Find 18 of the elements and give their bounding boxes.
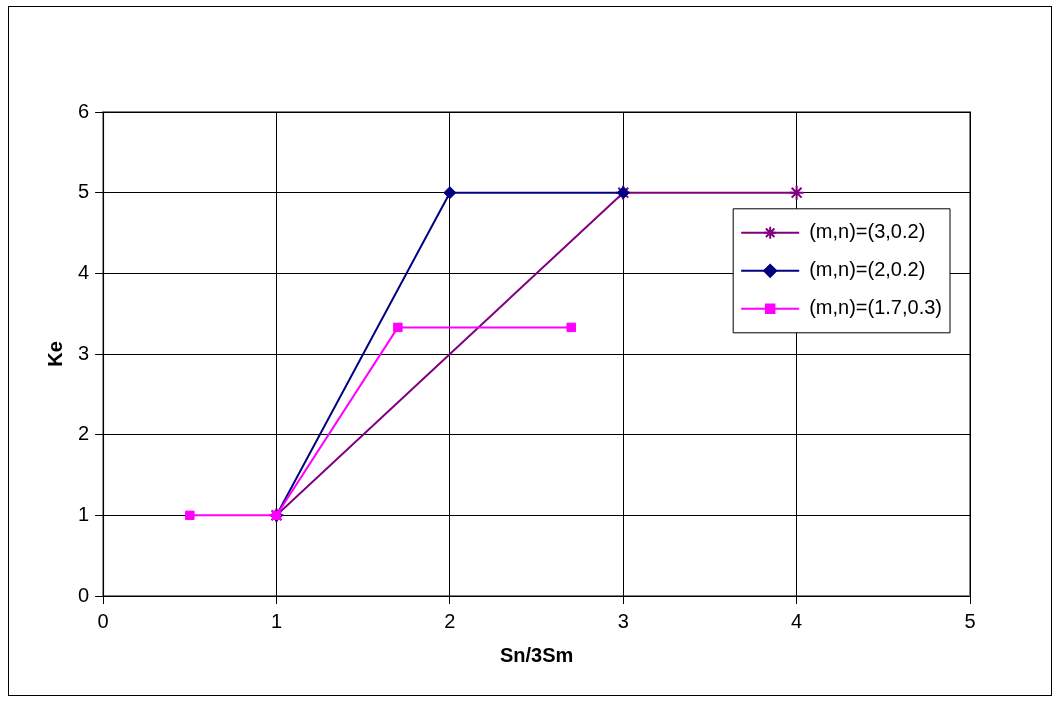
y-tick-label: 3 — [78, 341, 90, 364]
x-tick-label: 1 — [270, 609, 283, 632]
y-axis-title: Ke — [43, 341, 66, 367]
y-tick-label: 0 — [78, 583, 90, 606]
legend-label: (m,n)=(2,0.2) — [809, 258, 926, 281]
y-tick-label: 4 — [78, 260, 90, 283]
x-tick-label: 3 — [617, 609, 629, 632]
y-tick-label: 5 — [78, 180, 90, 203]
y-tick-label: 6 — [78, 99, 90, 122]
x-tick-label: 0 — [97, 609, 109, 632]
x-tick-label: 5 — [964, 609, 976, 632]
x-tick-label: 2 — [444, 609, 456, 632]
legend-label: (m,n)=(1.7,0.3) — [809, 296, 943, 319]
legend-label: (m,n)=(3,0.2) — [809, 220, 926, 243]
y-tick-label: 1 — [78, 502, 90, 525]
y-tick-label: 2 — [78, 422, 90, 445]
x-tick-label: 4 — [791, 609, 803, 632]
x-axis-title: Sn/3Sm — [499, 643, 574, 666]
